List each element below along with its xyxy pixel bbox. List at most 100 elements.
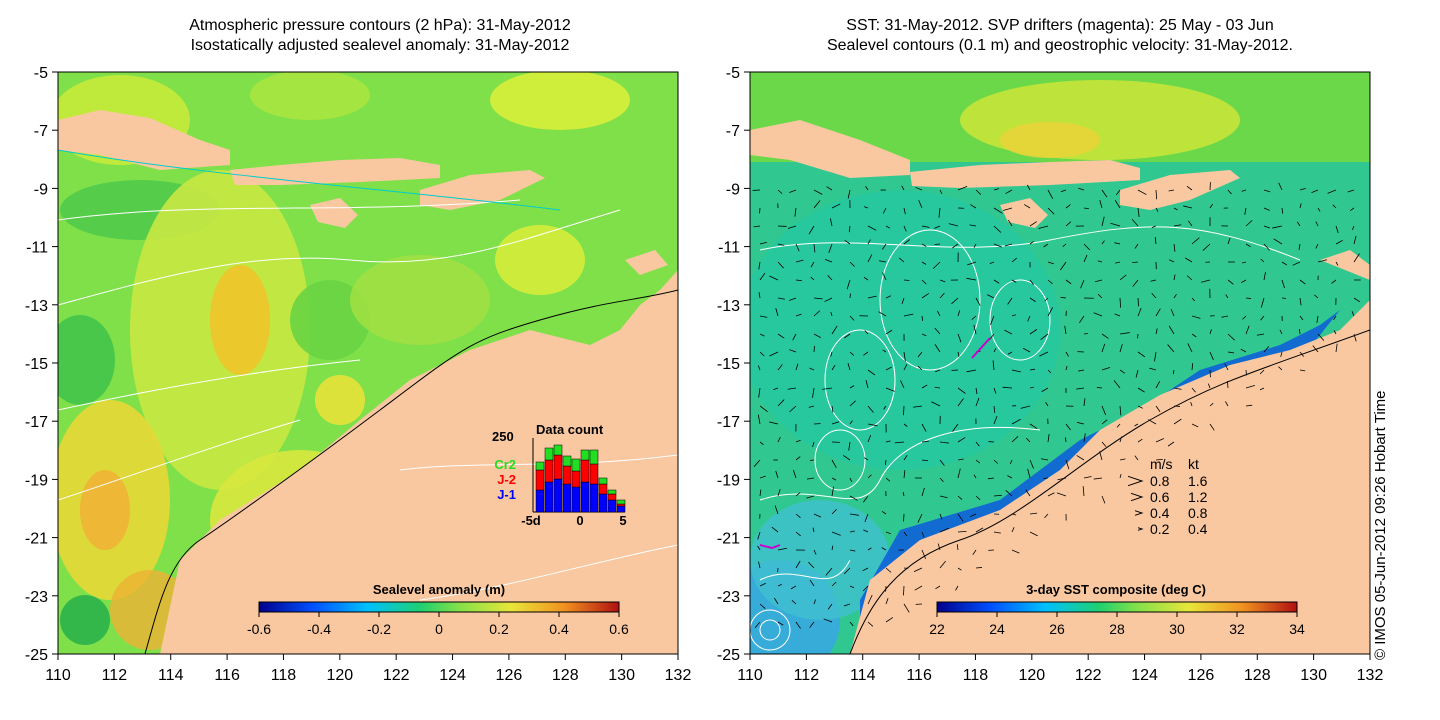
velocity-arrow [1083,398,1086,407]
velocity-arrow [992,360,995,371]
velocity-arrow [921,225,930,228]
velocity-arrow [1353,297,1361,303]
velocity-arrow [753,459,761,467]
velocity-arrow [1114,242,1121,245]
y-tick-label: -15 [25,356,48,373]
velocity-arrow [1096,387,1103,389]
velocity-arrow [1101,405,1107,416]
vel-legend-ms: 0.2 [1150,521,1170,537]
velocity-arrow [758,561,761,569]
velocity-arrow [1167,441,1175,447]
velocity-arrow [914,585,923,591]
velocity-arrow [1056,492,1067,497]
velocity-arrow [993,188,1000,191]
velocity-arrow [1245,384,1256,389]
velocity-arrow [1263,243,1270,251]
velocity-arrow [867,594,873,605]
velocity-arrow [957,567,962,571]
velocity-arrow [993,494,1002,497]
velocity-arrow [1280,351,1283,357]
x-tick-label: 112 [794,667,820,684]
velocity-arrow [934,225,941,229]
velocity-arrow [967,261,977,266]
velocity-arrow [882,349,887,353]
velocity-arrow [759,333,765,337]
velocity-arrow [1225,401,1229,407]
velocity-arrow [849,513,859,516]
velocity-arrow [1169,259,1175,263]
velocity-arrow [1065,204,1071,209]
velocity-arrow [1137,207,1140,217]
velocity-arrow [939,459,945,466]
velocity-arrow [1241,279,1247,283]
velocity-arrow [831,421,840,425]
velocity-arrow [849,477,853,483]
velocity-arrow [913,405,923,408]
velocity-arrow [921,384,928,389]
velocity-arrow [948,223,959,227]
velocity-arrow [777,488,781,497]
velocity-arrow [1060,296,1067,299]
velocity-arrow [1029,423,1038,429]
velocity-arrow [867,547,872,551]
velocity-arrow [1065,365,1068,371]
velocity-arrow [1155,328,1158,335]
velocity-arrow [769,351,779,357]
colorbar-tick-label: 28 [1109,621,1125,637]
velocity-arrow [903,455,908,461]
velocity-arrow [1119,458,1126,461]
velocity-arrow [808,561,815,569]
velocity-arrow [1260,258,1265,263]
velocity-arrow [935,369,941,373]
velocity-arrow [849,530,855,533]
colorbar-tick-label: 22 [929,621,945,637]
velocity-legend-arrow [1137,527,1144,531]
colorbar-tick-label: -0.4 [307,621,331,637]
x-tick-label: 130 [608,667,635,684]
velocity-arrow [1020,405,1031,409]
velocity-arrow [1099,451,1103,461]
velocity-arrow [849,351,855,356]
velocity-arrow [1078,187,1085,191]
velocity-arrow [1119,344,1123,353]
velocity-arrow [1101,240,1105,245]
velocity-arrow [777,189,783,194]
velocity-arrow [1025,489,1031,497]
velocity-arrow [1029,512,1038,515]
vel-legend-kt: 0.8 [1188,505,1208,521]
velocity-arrow [975,441,980,447]
velocity-arrow [1335,239,1343,245]
velocity-arrow [885,477,891,482]
velocity-arrow [775,308,779,317]
velocity-arrow [1007,219,1013,227]
velocity-arrow [1154,351,1157,362]
velocity-arrow [1168,325,1175,335]
velocity-arrow [975,189,982,195]
velocity-arrow [885,598,889,605]
velocity-arrow [827,603,833,610]
y-tick-label: -15 [717,356,740,373]
velocity-arrow [1207,383,1211,389]
velocity-arrow [1242,315,1247,320]
legend-cr2: Cr2 [494,457,516,472]
velocity-arrow [903,585,905,596]
velocity-arrow [1263,207,1270,211]
velocity-arrow [1168,189,1175,192]
velocity-arrow [1263,271,1266,281]
velocity-arrow [1245,404,1253,407]
velocity-arrow [951,297,959,305]
velocity-arrow [806,477,815,480]
velocity-arrow [881,511,887,515]
colorbar-tick-label: 0.6 [609,621,629,637]
velocity-arrow [1240,348,1247,353]
data-count-bar [544,447,554,461]
velocity-arrow [989,261,995,265]
velocity-arrow [975,527,984,533]
velocity-arrow [1047,189,1054,199]
velocity-arrow [1083,243,1091,251]
velocity-arrow [1202,243,1211,251]
lesser-sunda-islands [230,158,440,185]
velocity-arrow [1011,418,1021,425]
velocity-legend: m/s kt 0.8 1.60.6 1.20.4 0.80.2 0.4 [1127,456,1208,537]
velocity-arrow [1191,333,1197,338]
